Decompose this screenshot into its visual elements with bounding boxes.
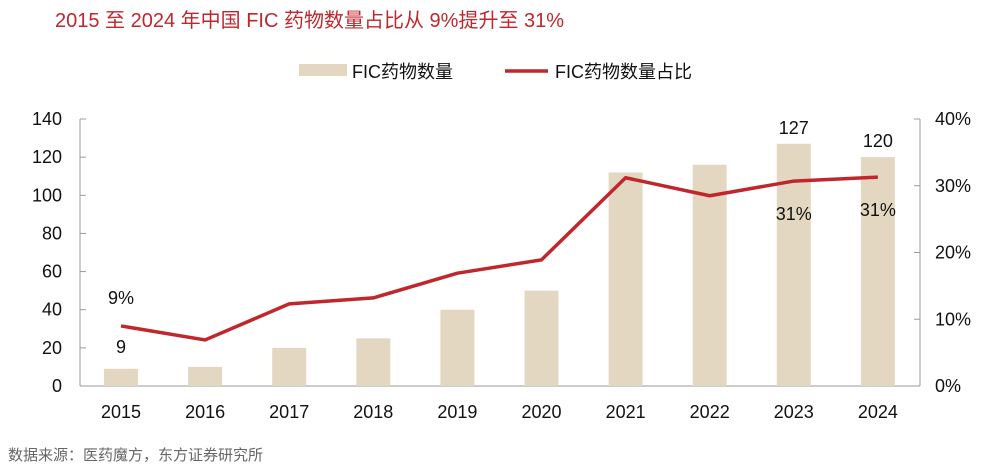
- bar: [692, 164, 727, 386]
- data-label: 31%: [860, 200, 896, 220]
- legend-label-bar: FIC药物数量: [352, 62, 453, 82]
- left-axis-tick-label: 120: [32, 147, 62, 167]
- left-axis-tick-label: 100: [32, 185, 62, 205]
- legend-swatch-bar: [299, 64, 347, 76]
- x-axis-tick-label: 2015: [101, 402, 141, 422]
- bar: [356, 338, 391, 386]
- x-axis-tick-label: 2020: [521, 402, 561, 422]
- x-axis-tick-label: 2023: [774, 402, 814, 422]
- data-label: 120: [863, 131, 893, 151]
- left-axis-tick-label: 20: [42, 338, 62, 358]
- data-label: 31%: [776, 204, 812, 224]
- bar: [188, 366, 223, 386]
- x-axis-tick-label: 2019: [437, 402, 477, 422]
- x-axis-tick-label: 2021: [606, 402, 646, 422]
- bar: [524, 290, 559, 386]
- right-axis-tick-label: 10%: [935, 309, 971, 329]
- right-axis-tick-label: 30%: [935, 176, 971, 196]
- bar: [104, 368, 138, 386]
- left-axis-tick-label: 140: [32, 109, 62, 129]
- legend-label-line: FIC药物数量占比: [555, 62, 692, 82]
- data-label: 127: [779, 118, 809, 138]
- bar: [272, 347, 307, 386]
- bar: [440, 309, 475, 386]
- line-series: [120, 175, 878, 342]
- bar: [608, 172, 643, 386]
- bar: [860, 157, 895, 386]
- chart-title: 2015 至 2024 年中国 FIC 药物数量占比从 9%提升至 31%: [55, 10, 565, 32]
- left-axis-tick-label: 40: [42, 300, 62, 320]
- left-axis-tick-label: 0: [52, 376, 62, 396]
- data-label: 9%: [108, 288, 134, 308]
- left-axis-tick-label: 80: [42, 223, 62, 243]
- x-axis-tick-label: 2018: [353, 402, 393, 422]
- left-axis-tick-label: 60: [42, 262, 62, 282]
- right-axis-tick-label: 0%: [935, 376, 961, 396]
- x-axis-tick-label: 2017: [269, 402, 309, 422]
- source-note: 数据来源：医药魔方，东方证券研究所: [8, 447, 264, 464]
- data-label: 9: [116, 337, 126, 357]
- right-axis-tick-label: 40%: [935, 109, 971, 129]
- x-axis-tick-label: 2022: [690, 402, 730, 422]
- x-axis-tick-label: 2016: [185, 402, 225, 422]
- right-axis-tick-label: 20%: [935, 243, 971, 263]
- x-axis-tick-label: 2024: [858, 402, 898, 422]
